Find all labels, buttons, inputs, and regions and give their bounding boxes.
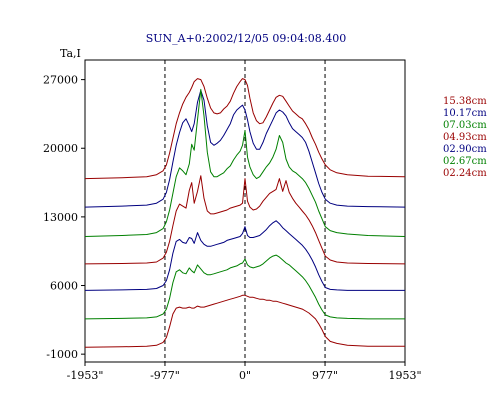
series-line-2: [84, 88, 406, 237]
series-line-4: [84, 220, 405, 291]
y-tick-label-1: 20000: [43, 142, 78, 155]
legend-item-3: 04.93cm: [443, 132, 487, 143]
legend-item-1: 10.17cm: [443, 108, 487, 119]
series-line-0: [84, 78, 406, 180]
x-tick-label-2: 0": [239, 369, 251, 382]
series-line-6: [84, 294, 405, 348]
legend: 15.38cm10.17cm07.03cm04.93cm02.90cm02.67…: [443, 96, 487, 179]
series-line-3: [84, 175, 406, 265]
y-axis-ticks: 27000 20000 13000 6000 -1000: [43, 74, 85, 361]
series-lines: [84, 78, 406, 348]
x-tick-label-3: 977": [312, 369, 338, 382]
series-line-1: [84, 89, 406, 208]
series-line-5: [84, 254, 405, 320]
vertical-reference-lines: [164, 60, 326, 362]
y-tick-label-0: 27000: [43, 74, 78, 87]
x-tick-label-4: 1953": [388, 369, 421, 382]
x-tick-label-0: -1953": [67, 369, 104, 382]
legend-item-5: 02.67cm: [443, 156, 487, 167]
x-tick-label-1: -977": [150, 369, 180, 382]
legend-item-2: 07.03cm: [443, 120, 487, 131]
legend-item-0: 15.38cm: [443, 96, 487, 107]
legend-item-6: 02.24cm: [443, 168, 487, 179]
x-axis-ticks: -1953" -977" 0" 977" 1953": [67, 362, 422, 382]
y-tick-label-3: 6000: [50, 280, 78, 293]
y-axis-label: Ta,I: [60, 47, 81, 60]
y-tick-label-4: -1000: [46, 348, 78, 361]
chart-title: SUN_A+0:2002/12/05 09:04:08.400: [146, 32, 347, 45]
legend-item-4: 02.90cm: [443, 144, 487, 155]
y-tick-label-2: 13000: [43, 211, 78, 224]
